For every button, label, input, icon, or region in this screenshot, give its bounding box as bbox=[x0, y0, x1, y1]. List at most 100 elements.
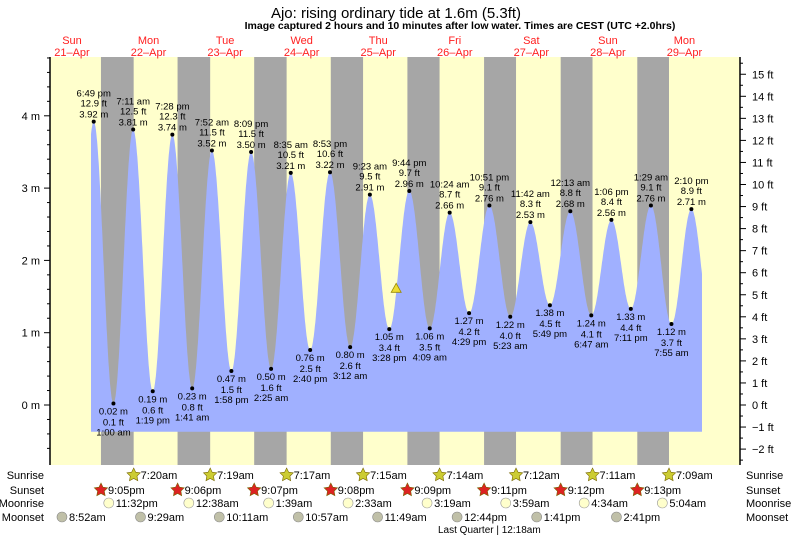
low-tide-m: 0.47 m bbox=[217, 374, 246, 385]
sunrise-icon bbox=[355, 467, 371, 482]
sunset-time: 9:07pm bbox=[261, 485, 298, 497]
moonrise-icon bbox=[103, 497, 115, 509]
sunrise-time: 7:11am bbox=[600, 470, 636, 482]
high-tide-point bbox=[609, 217, 614, 222]
moonrise-icon bbox=[578, 497, 590, 509]
right-tick-label: 0 ft bbox=[752, 400, 767, 412]
high-tide-m: 2.66 m bbox=[435, 201, 464, 212]
high-tide-point bbox=[487, 203, 492, 208]
low-tide-m: 0.80 m bbox=[336, 350, 365, 361]
low-tide-point bbox=[427, 326, 432, 331]
high-tide-m: 2.56 m bbox=[597, 208, 626, 219]
sunset-icon bbox=[246, 482, 262, 497]
high-tide-point bbox=[131, 127, 136, 132]
sunrise-row-label-right: Sunrise bbox=[746, 470, 783, 482]
right-tick-label: 15 ft bbox=[752, 69, 773, 81]
date-label: 28–Apr bbox=[590, 47, 626, 59]
low-tide-time: 2:40 pm bbox=[293, 374, 327, 385]
low-tide-ft: 0.1 ft bbox=[103, 418, 124, 429]
moonrise-icon bbox=[421, 497, 433, 509]
sunrise-icon bbox=[279, 467, 294, 482]
sunrise-icon bbox=[202, 467, 218, 482]
low-tide-m: 1.24 m bbox=[577, 318, 606, 329]
day-of-week-label: Fri bbox=[448, 35, 461, 47]
high-tide-ft: 10.5 ft bbox=[278, 150, 305, 161]
day-of-week-label: Thu bbox=[369, 35, 388, 47]
high-tide-time: 12:13 am bbox=[550, 178, 590, 189]
high-tide-point bbox=[689, 207, 694, 212]
high-tide-ft: 12.5 ft bbox=[120, 107, 147, 118]
moonrise-time: 3:59am bbox=[513, 498, 550, 510]
left-tick-label: 2 m bbox=[22, 255, 40, 267]
high-tide-time: 10:51 pm bbox=[470, 172, 510, 183]
high-tide-ft: 11.5 ft bbox=[199, 128, 225, 139]
low-tide-time: 5:23 am bbox=[493, 341, 527, 352]
moonrise-time: 5:04am bbox=[669, 498, 706, 510]
high-tide-time: 8:09 pm bbox=[234, 119, 268, 130]
high-tide-point bbox=[648, 203, 653, 208]
low-tide-time: 1:00 am bbox=[96, 428, 130, 439]
low-tide-ft: 3.4 ft bbox=[379, 343, 400, 354]
sunrise-time: 7:14am bbox=[447, 470, 484, 482]
low-tide-time: 6:47 am bbox=[574, 339, 608, 350]
sunrise-time: 7:17am bbox=[294, 470, 331, 482]
high-tide-time: 7:52 am bbox=[195, 118, 229, 129]
high-tide-ft: 8.3 ft bbox=[520, 199, 541, 210]
sunset-icon bbox=[323, 482, 339, 497]
high-tide-m: 3.22 m bbox=[315, 160, 344, 171]
high-tide-point bbox=[327, 170, 332, 175]
low-tide-time: 7:55 am bbox=[654, 348, 688, 359]
moonrise-time: 11:32pm bbox=[116, 498, 158, 510]
sunrise-row-label: Sunrise bbox=[7, 470, 44, 482]
low-tide-ft: 2.5 ft bbox=[300, 364, 321, 375]
low-tide-m: 1.27 m bbox=[455, 316, 484, 327]
high-tide-m: 2.91 m bbox=[355, 183, 384, 194]
high-tide-m: 2.53 m bbox=[516, 210, 545, 221]
low-tide-m: 1.05 m bbox=[375, 332, 404, 343]
high-tide-ft: 9.1 ft bbox=[640, 182, 661, 193]
date-label: 23–Apr bbox=[207, 47, 243, 59]
sunrise-icon bbox=[508, 467, 524, 482]
high-tide-point bbox=[407, 188, 412, 193]
low-tide-point bbox=[508, 314, 513, 319]
high-tide-time: 8:35 am bbox=[274, 140, 308, 151]
high-tide-time: 2:10 pm bbox=[674, 176, 708, 187]
low-tide-time: 4:09 am bbox=[413, 352, 447, 363]
high-tide-m: 3.52 m bbox=[197, 139, 226, 150]
low-tide-point bbox=[269, 366, 274, 371]
sun-moon-rows: Sunrise Sunset Moonrise Moonset Sunrise … bbox=[0, 467, 791, 536]
moonrise-time: 1:39am bbox=[276, 498, 313, 510]
moonset-icon bbox=[372, 511, 383, 523]
low-tide-time: 4:29 pm bbox=[452, 337, 486, 348]
right-tick-label: 13 ft bbox=[752, 113, 773, 125]
sunset-time: 9:12pm bbox=[568, 485, 605, 497]
chart-subtitle: Image captured 2 hours and 10 minutes af… bbox=[245, 20, 676, 32]
low-tide-m: 0.23 m bbox=[178, 391, 207, 402]
low-tide-time: 1:41 am bbox=[175, 412, 209, 423]
right-tick-label: 6 ft bbox=[752, 268, 767, 280]
high-tide-point bbox=[447, 210, 452, 215]
day-of-week-label: Mon bbox=[674, 35, 695, 47]
low-tide-ft: 3.5 ft bbox=[419, 342, 440, 353]
right-tick-label: 7 ft bbox=[752, 246, 767, 258]
low-tide-point bbox=[589, 313, 594, 318]
moonset-time: 12:44pm bbox=[464, 512, 507, 524]
sunrise-time: 7:09am bbox=[676, 470, 713, 482]
low-tide-m: 1.33 m bbox=[616, 312, 645, 323]
day-of-week-label: Sun bbox=[598, 35, 618, 47]
low-tide-time: 3:12 am bbox=[333, 371, 367, 382]
low-tide-point bbox=[229, 369, 234, 374]
high-tide-point bbox=[91, 119, 96, 124]
sunrise-icon bbox=[432, 467, 447, 482]
sunset-row-label: Sunset bbox=[10, 485, 44, 497]
low-tide-m: 1.22 m bbox=[496, 320, 525, 331]
high-tide-m: 2.76 m bbox=[475, 193, 504, 204]
low-tide-ft: 1.5 ft bbox=[221, 385, 242, 396]
sunset-time: 9:13pm bbox=[644, 485, 681, 497]
high-tide-ft: 11.5 ft bbox=[238, 129, 264, 140]
high-tide-time: 8:53 pm bbox=[313, 139, 347, 150]
date-label: 25–Apr bbox=[360, 47, 396, 59]
low-tide-time: 5:49 pm bbox=[533, 329, 567, 340]
high-tide-ft: 8.9 ft bbox=[681, 186, 702, 197]
